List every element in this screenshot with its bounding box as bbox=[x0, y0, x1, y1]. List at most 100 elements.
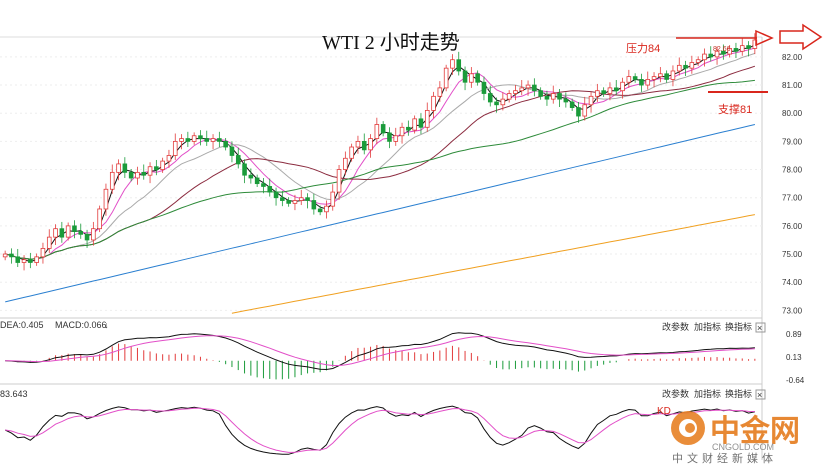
candle-body bbox=[437, 87, 443, 97]
candle-body bbox=[292, 200, 298, 204]
candle-body bbox=[576, 107, 581, 117]
ma-blue-line bbox=[5, 124, 756, 303]
candle-body bbox=[538, 90, 543, 97]
price-tick-label: 77.00 bbox=[782, 194, 803, 203]
candle-body bbox=[424, 110, 430, 128]
candle-body bbox=[588, 95, 594, 106]
candle-body bbox=[651, 76, 657, 80]
candle-body bbox=[582, 104, 588, 117]
candle-body bbox=[721, 50, 726, 55]
price-tick-label: 76.00 bbox=[782, 222, 803, 231]
kdj-d-line bbox=[5, 407, 755, 453]
macd-change-params-button[interactable]: 改参数 bbox=[662, 321, 689, 332]
candle-body bbox=[261, 183, 266, 187]
resistance-arrow-head bbox=[755, 29, 774, 47]
candle-body bbox=[198, 135, 203, 139]
kdj-change-params-button[interactable]: 改参数 bbox=[662, 388, 689, 399]
kdj-switch-indicator-button[interactable]: 换指标 bbox=[725, 388, 752, 399]
candle-body bbox=[343, 157, 348, 170]
kdj-value: 83.643 bbox=[0, 389, 28, 399]
candle-body bbox=[374, 124, 380, 139]
candle-body bbox=[109, 171, 115, 190]
macd-close-icon[interactable]: × bbox=[757, 323, 762, 333]
candle-body bbox=[317, 208, 323, 213]
ma-pink-line bbox=[5, 47, 756, 260]
candle-body bbox=[513, 90, 518, 94]
kdj-close-icon-box[interactable] bbox=[755, 389, 766, 400]
candle-body bbox=[658, 73, 663, 78]
candle-body bbox=[607, 87, 613, 94]
candle-body bbox=[727, 48, 732, 55]
candle-body bbox=[84, 233, 90, 241]
candle-body bbox=[550, 93, 556, 100]
candle-body bbox=[500, 98, 506, 106]
candle-body bbox=[532, 84, 537, 92]
candle-body bbox=[544, 95, 550, 100]
candle-body bbox=[349, 146, 354, 159]
price-tick-label: 80.00 bbox=[782, 109, 803, 118]
candle-body bbox=[235, 155, 241, 165]
candle-body bbox=[361, 140, 367, 151]
macd-close-icon-box[interactable] bbox=[755, 322, 766, 333]
candle-body bbox=[563, 98, 569, 103]
price-tick-label: 81.00 bbox=[782, 81, 803, 90]
candle-body bbox=[116, 163, 121, 173]
candle-body bbox=[645, 79, 651, 86]
candle-body bbox=[204, 138, 210, 142]
price-axis-ticks: 73.00 74.00 75.00 76.00 77.00 78.00 79.00 80.00… bbox=[782, 53, 803, 315]
kdj-label: KD bbox=[657, 406, 671, 417]
ma-orange-line bbox=[231, 214, 755, 314]
candle-body bbox=[21, 259, 27, 263]
macd-add-indicator-button[interactable]: 加指标 bbox=[694, 321, 721, 332]
candle-body bbox=[147, 166, 153, 176]
candle-body bbox=[305, 197, 310, 201]
macd-panel: 0.89 0.13 -0.64 bbox=[5, 330, 805, 385]
candle-body bbox=[620, 81, 625, 92]
price-tick-label: 73.00 bbox=[782, 306, 803, 315]
candle-body bbox=[613, 87, 619, 92]
candle-body bbox=[40, 248, 46, 258]
macd-tick-label: -0.64 bbox=[786, 376, 805, 385]
kdj-k-line bbox=[4, 405, 756, 455]
price-tick-label: 74.00 bbox=[782, 278, 803, 287]
candle-body bbox=[639, 79, 644, 86]
candle-body bbox=[399, 126, 405, 137]
candle-body bbox=[65, 225, 71, 238]
candle-body bbox=[72, 225, 77, 232]
macd-value: MACD:0.066 bbox=[55, 320, 107, 330]
candle-body bbox=[166, 155, 172, 162]
candle-body bbox=[569, 101, 575, 108]
candle-body bbox=[525, 84, 531, 89]
candle-body bbox=[632, 76, 638, 80]
candle-body bbox=[135, 171, 140, 179]
macd-tick-label: 0.13 bbox=[786, 353, 802, 362]
candle-body bbox=[393, 135, 399, 142]
candle-body bbox=[387, 132, 392, 142]
candle-body bbox=[28, 259, 33, 263]
candle-body bbox=[91, 228, 96, 241]
ma-brown-line bbox=[5, 65, 756, 260]
candle-body bbox=[519, 87, 525, 92]
candle-body bbox=[336, 169, 342, 193]
candle-body bbox=[78, 231, 84, 235]
candle-body bbox=[355, 140, 361, 148]
candle-body bbox=[714, 50, 720, 58]
macd-switch-indicator-button[interactable]: 换指标 bbox=[725, 321, 752, 332]
candle-body bbox=[380, 124, 386, 134]
candle-body bbox=[267, 186, 273, 193]
candle-body bbox=[154, 166, 159, 170]
macd-dea-line bbox=[5, 335, 755, 366]
chart-title: WTI 2 小时走势 bbox=[322, 31, 460, 54]
candle-body bbox=[746, 45, 751, 49]
candle-body bbox=[2, 253, 8, 258]
kdj-add-indicator-button[interactable]: 加指标 bbox=[694, 388, 721, 399]
candle-body bbox=[324, 205, 329, 213]
candle-body bbox=[103, 188, 109, 210]
candle-body bbox=[15, 256, 21, 263]
candle-body bbox=[683, 64, 688, 69]
candle-body bbox=[286, 200, 291, 204]
candle-body bbox=[431, 95, 436, 111]
candle-body bbox=[475, 73, 480, 83]
candle-body bbox=[311, 200, 317, 210]
kdj-close-icon[interactable]: × bbox=[757, 390, 762, 400]
